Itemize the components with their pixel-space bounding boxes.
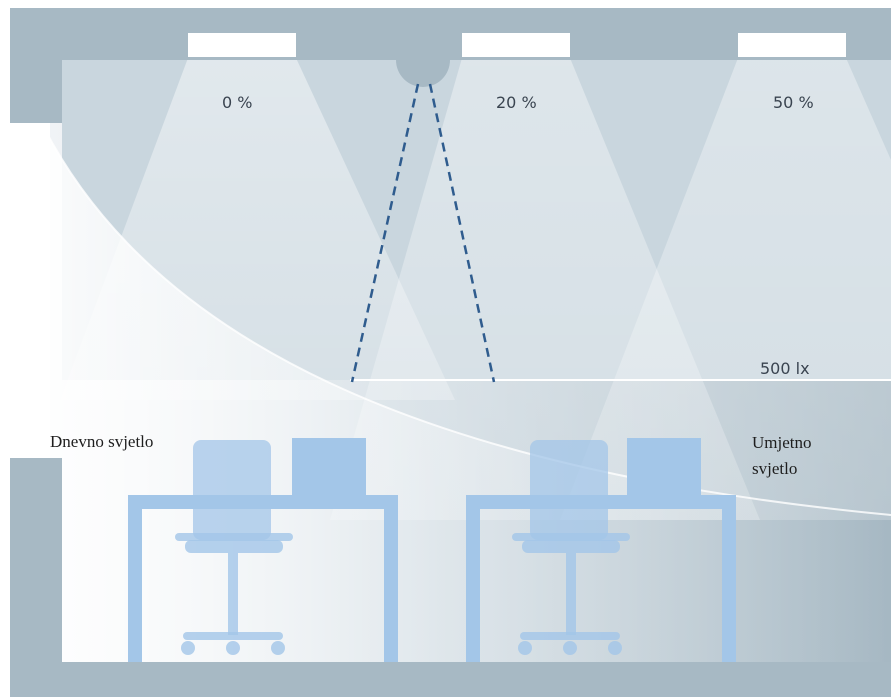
dimming-label-2: 20 % — [496, 93, 537, 112]
desk-leg-right — [384, 495, 398, 662]
monitor — [292, 438, 366, 498]
chair-base — [520, 632, 620, 640]
dimming-label-3: 50 % — [773, 93, 814, 112]
chair-seat — [522, 540, 620, 553]
chair-armrest — [175, 533, 293, 541]
daylight-label: Dnevno svjetlo — [50, 432, 153, 451]
desk-top — [128, 495, 398, 509]
desk-leg-left — [128, 495, 142, 662]
chair-wheel — [563, 641, 577, 655]
luminaire-2 — [462, 33, 570, 57]
sensor-cone-right — [428, 83, 496, 383]
artificial-light-label-line2: svjetlo — [752, 459, 797, 478]
chair-wheel — [226, 641, 240, 655]
monitor — [627, 438, 701, 498]
left-wall-upper — [10, 8, 62, 123]
sensor-cone-left — [350, 83, 420, 383]
artificial-light-label-line1: Umjetno — [752, 433, 812, 452]
chair-wheel — [271, 641, 285, 655]
workstation-2 — [466, 438, 736, 662]
luminaire-3 — [738, 33, 846, 57]
dimming-label-1: 0 % — [222, 93, 252, 112]
window-opening — [10, 123, 50, 458]
left-wall-lower — [10, 458, 62, 665]
chair-post — [228, 553, 238, 635]
illuminance-label: 500 lx — [760, 359, 810, 378]
chair-wheel — [181, 641, 195, 655]
chair-armrest — [512, 533, 630, 541]
desk-top — [466, 495, 736, 509]
light-sensor — [396, 60, 450, 87]
chair-back — [530, 440, 608, 540]
chair-wheel — [518, 641, 532, 655]
luminaire-1 — [188, 33, 296, 57]
chair-post — [566, 553, 576, 635]
chair-seat — [185, 540, 283, 553]
chair-back — [193, 440, 271, 540]
desk-leg-right — [722, 495, 736, 662]
floor — [10, 662, 891, 697]
light-beam-1 — [60, 58, 455, 400]
desk-leg-left — [466, 495, 480, 662]
chair-base — [183, 632, 283, 640]
light-beam-3 — [560, 58, 891, 520]
workstation-1 — [128, 438, 398, 662]
chair-wheel — [608, 641, 622, 655]
